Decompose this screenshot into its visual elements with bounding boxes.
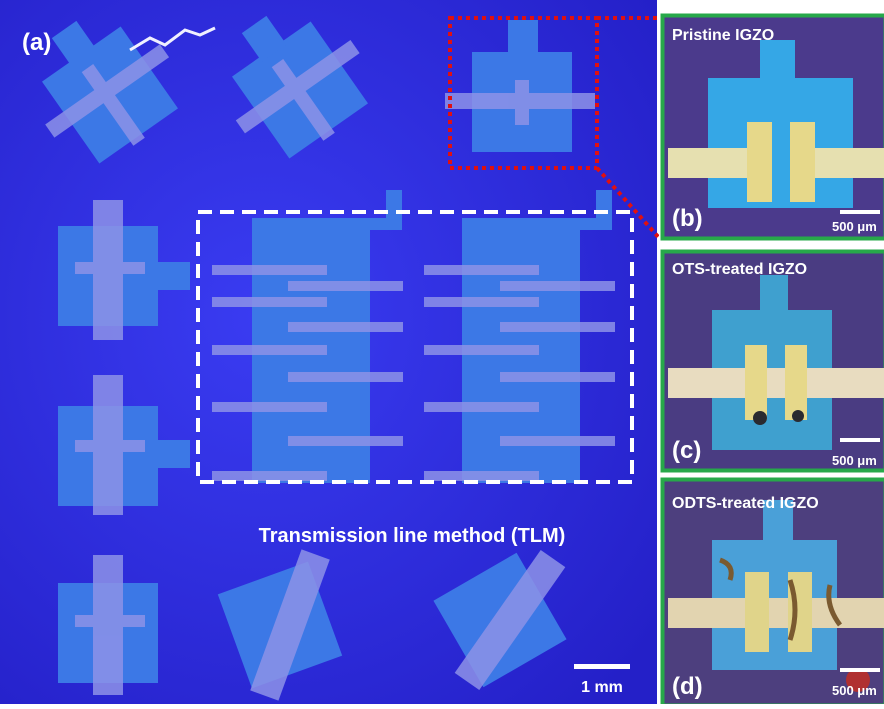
scale-label: 1 mm bbox=[581, 679, 623, 696]
panel-label: (b) bbox=[672, 205, 703, 232]
scale-label: 500 μm bbox=[832, 683, 877, 698]
scale-label: 500 μm bbox=[832, 453, 877, 468]
figure: (a) Transmission line method (TLM) 1 mm … bbox=[0, 0, 884, 704]
panel-c: OTS-treated IGZO (c) 500 μm bbox=[663, 252, 884, 471]
panel-title: ODTS-treated IGZO bbox=[672, 495, 819, 512]
panel-label: (a) bbox=[22, 29, 51, 56]
panel-d: ODTS-treated IGZO (d) 500 μm bbox=[663, 480, 884, 705]
scale-bar bbox=[840, 210, 880, 214]
panel-a: (a) Transmission line method (TLM) 1 mm bbox=[0, 0, 661, 704]
panel-title: OTS-treated IGZO bbox=[672, 261, 807, 278]
panel-title: Pristine IGZO bbox=[672, 27, 774, 44]
scale-bar bbox=[840, 668, 880, 672]
panel-b: Pristine IGZO (b) 500 μm bbox=[663, 16, 884, 239]
scale-bar bbox=[840, 438, 880, 442]
panel-label: (c) bbox=[672, 437, 701, 464]
annotation: Transmission line method (TLM) bbox=[259, 525, 566, 547]
scale-bar bbox=[574, 664, 630, 669]
scale-label: 500 μm bbox=[832, 219, 877, 234]
panel-label: (d) bbox=[672, 673, 703, 700]
